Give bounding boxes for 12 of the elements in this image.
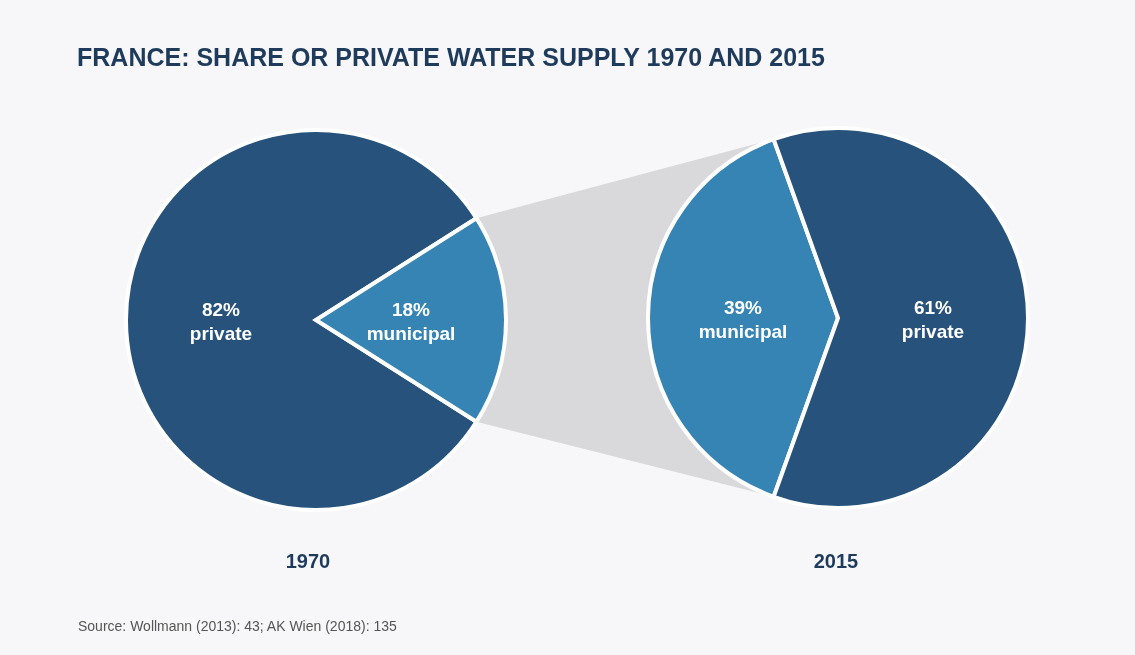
chart-title: FRANCE: SHARE OR PRIVATE WATER SUPPLY 1970 AND 2015 [77,43,825,71]
slice-label: private [901,321,965,342]
slice-label: municipal [698,321,788,342]
source-note: Source: Wollmann (2013): 43; AK Wien (2018): 135 [78,618,398,634]
data-label: 39% [723,297,763,318]
slice-label: private [189,323,253,344]
slice-label: municipal [366,323,456,344]
data-label: 18% [391,299,431,320]
data-label: 61% [913,297,953,318]
text: 1970 [285,550,331,572]
data-label: 82% [201,299,241,320]
text: 2015 [813,550,859,572]
